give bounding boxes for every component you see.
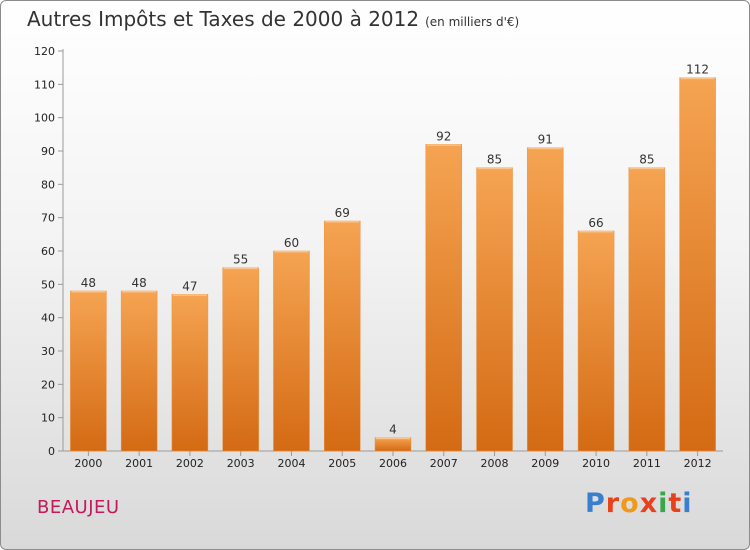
bar-value-label: 48 — [132, 276, 147, 290]
bar-value-label: 69 — [335, 206, 350, 220]
x-tick-label: 2012 — [684, 457, 712, 470]
x-tick-label: 2002 — [176, 457, 204, 470]
logo-letter: r — [605, 488, 621, 519]
x-tick-label: 2010 — [582, 457, 610, 470]
logo-letter: t — [668, 488, 683, 519]
y-tick-label: 10 — [41, 412, 55, 425]
y-tick-label: 0 — [48, 445, 55, 458]
y-tick-label: 80 — [41, 178, 55, 191]
bar-highlight — [680, 77, 715, 80]
bar-highlight — [629, 167, 664, 170]
x-tick-label: 2003 — [227, 457, 255, 470]
y-tick-label: 120 — [34, 45, 55, 58]
chart-title: Autres Impôts et Taxes de 2000 à 2012 (en… — [27, 7, 519, 31]
y-tick-label: 70 — [41, 212, 55, 225]
bar-value-label: 55 — [233, 253, 248, 267]
bar-value-label: 48 — [81, 276, 96, 290]
x-tick-label: 2008 — [481, 457, 509, 470]
bar-value-label: 91 — [538, 133, 553, 147]
x-tick-label: 2001 — [125, 457, 153, 470]
bar-highlight — [325, 221, 360, 223]
bar — [679, 77, 716, 452]
x-tick-label: 2007 — [430, 457, 458, 470]
bar-value-label: 85 — [487, 153, 502, 167]
bar — [120, 290, 158, 452]
y-tick-label: 30 — [41, 345, 55, 358]
title-text: Autres Impôts et Taxes de 2000 à 2012 — [27, 7, 420, 31]
logo-letter: P — [585, 488, 606, 519]
logo-letter: i — [658, 488, 669, 519]
y-tick-label: 100 — [34, 112, 55, 125]
y-tick-label: 110 — [34, 78, 55, 91]
bar-highlight — [579, 231, 614, 233]
bar-value-label: 85 — [639, 153, 654, 167]
y-tick-label: 90 — [41, 145, 55, 158]
bar-highlight — [477, 167, 512, 170]
x-tick-label: 2004 — [277, 457, 305, 470]
bar — [476, 167, 513, 452]
y-tick-label: 40 — [41, 312, 55, 325]
x-tick-label: 2000 — [74, 457, 102, 470]
bar-value-label: 47 — [182, 279, 197, 293]
bar-value-label: 4 — [389, 423, 397, 437]
bar-value-label: 60 — [284, 236, 299, 250]
bar — [70, 290, 107, 452]
bar — [323, 220, 361, 452]
logo-letter: i — [682, 488, 693, 519]
bar-highlight — [122, 291, 157, 293]
commune-name: BEAUJEU — [37, 497, 120, 518]
x-tick-label: 2005 — [328, 457, 356, 470]
logo-letter: x — [639, 488, 659, 519]
y-tick-label: 50 — [41, 278, 55, 291]
chart-subtitle: (en milliers d'€) — [425, 15, 520, 29]
bar — [171, 294, 209, 452]
bar — [577, 230, 615, 452]
proxiti-logo[interactable]: Proxiti — [585, 488, 693, 519]
bar-value-label: 66 — [588, 216, 603, 230]
x-tick-label: 2009 — [531, 457, 559, 470]
y-tick-label: 60 — [41, 245, 55, 258]
bar-value-label: 112 — [686, 63, 709, 77]
bar-highlight — [376, 437, 410, 440]
bar-highlight — [528, 147, 563, 150]
bar-highlight — [223, 267, 258, 270]
bar-highlight — [274, 251, 309, 253]
bar — [425, 144, 463, 452]
x-tick-label: 2011 — [633, 457, 661, 470]
bar-value-label: 92 — [436, 129, 451, 143]
bar — [527, 147, 564, 452]
bar — [222, 267, 259, 452]
bar-highlight — [172, 294, 207, 296]
bar-highlight — [71, 291, 106, 293]
x-tick-label: 2006 — [379, 457, 407, 470]
logo-letter: o — [620, 488, 640, 519]
bar — [374, 437, 412, 452]
bar — [273, 250, 310, 452]
bar-highlight — [426, 144, 461, 146]
bar — [628, 167, 666, 452]
y-tick-label: 20 — [41, 378, 55, 391]
